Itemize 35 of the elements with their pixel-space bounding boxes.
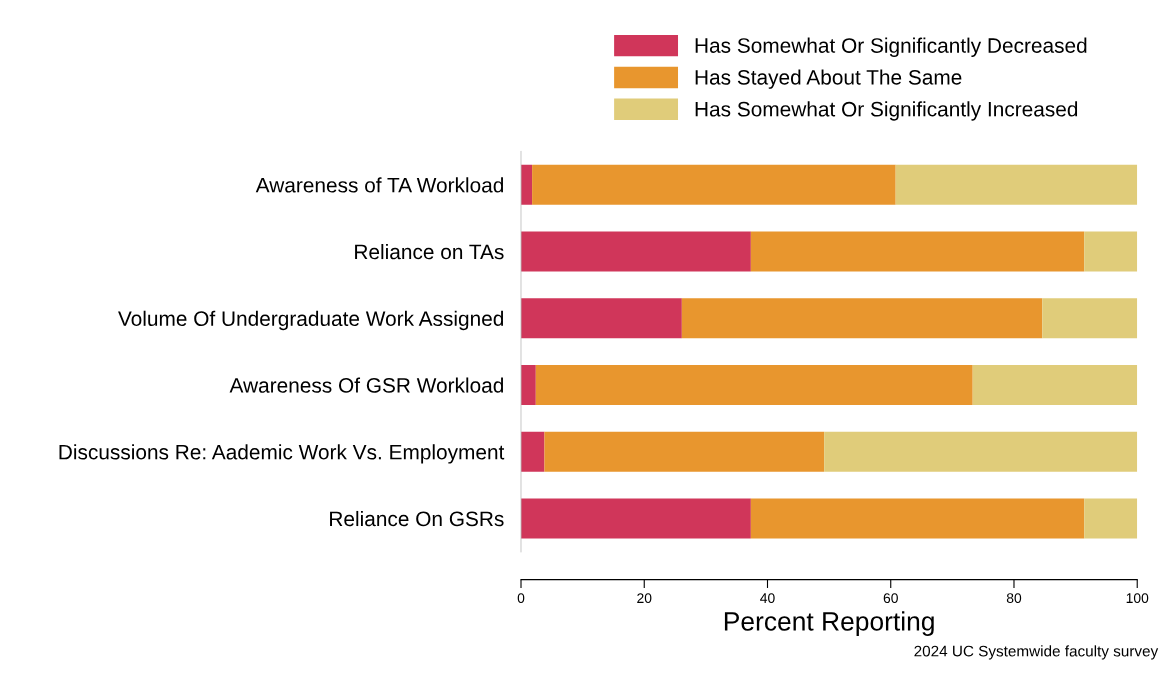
x-axis-title: Percent Reporting (724, 611, 934, 636)
legend-label: Has Somewhat Or Significantly Increased (695, 101, 1078, 121)
bar (1084, 231, 1138, 272)
bar (521, 498, 751, 539)
bar (824, 431, 1138, 472)
y-tick-label: Reliance on TAs (355, 243, 504, 260)
bar (681, 298, 1043, 339)
bar (532, 164, 896, 205)
legend-label: Has Stayed About The Same (695, 69, 962, 89)
bar (535, 364, 973, 406)
x-tick-label: 60 (883, 593, 898, 604)
bar (972, 364, 1138, 406)
y-tick-label: Discussions Re: Aademic Work Vs. Employment (59, 444, 505, 464)
bar (521, 231, 751, 272)
y-tick-label: Reliance On GSRs (330, 510, 504, 527)
x-tick-label: 40 (760, 593, 775, 604)
y-tick-label: Awareness Of GSR Workload (229, 377, 504, 393)
bar (750, 231, 1085, 272)
bar (521, 298, 682, 339)
bar (521, 164, 533, 205)
y-tick-label: Awareness of TA Workload (255, 177, 504, 193)
bar (1084, 498, 1138, 539)
x-tick-label: 80 (1006, 593, 1022, 604)
bar (521, 431, 545, 472)
legend-label: Has Somewhat Or Significantly Decreased (695, 37, 1087, 58)
bar (895, 164, 1138, 205)
y-tick-label: Volume Of Undergraduate Work Assigned (118, 310, 504, 331)
x-tick-label: 100 (1126, 593, 1149, 604)
bar (1042, 298, 1138, 339)
x-tick-label: 0 (517, 593, 525, 604)
text: 2024 UC Systemwide faculty survey (914, 645, 1159, 660)
bar (521, 364, 536, 406)
bar (544, 431, 825, 472)
x-tick-label: 20 (637, 593, 652, 604)
bar (750, 498, 1085, 539)
